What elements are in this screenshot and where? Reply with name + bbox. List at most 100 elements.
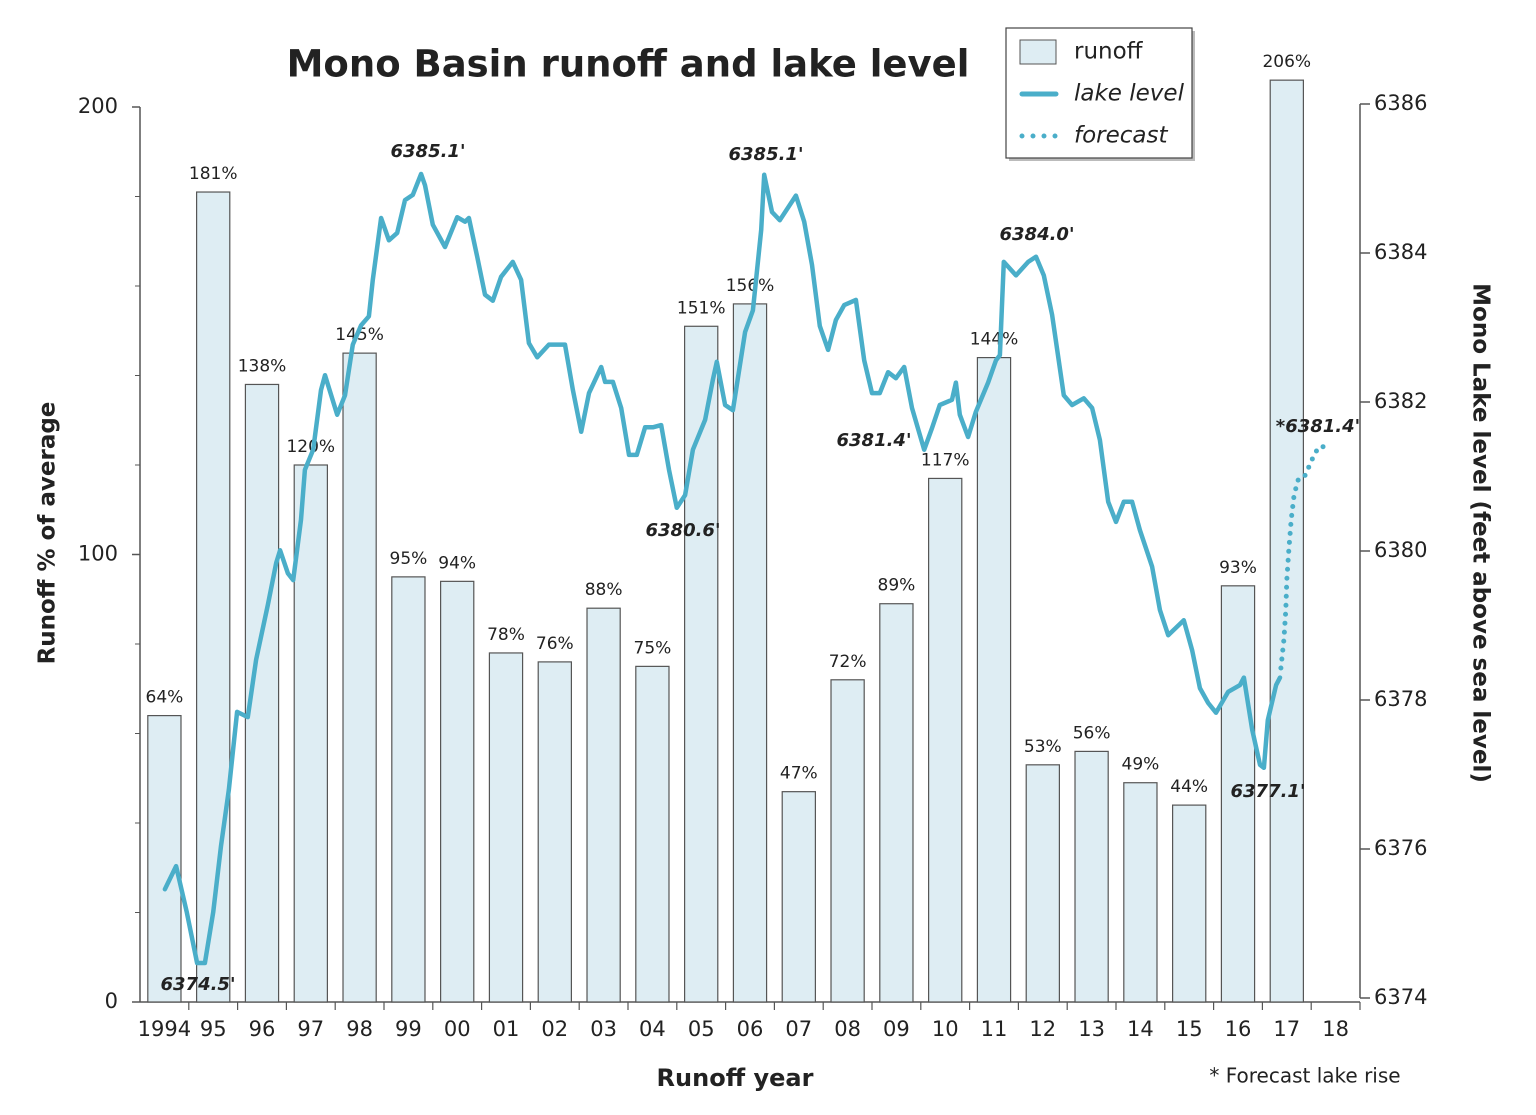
data-label: 56%	[1073, 723, 1111, 743]
data-label: 88%	[585, 580, 623, 600]
x-tick-label: 06	[737, 1017, 764, 1041]
x-tick-label: 96	[249, 1017, 276, 1041]
bar	[196, 191, 231, 1003]
y-axis-label: Runoff % of average	[35, 402, 61, 665]
y-tick-label: 200	[78, 94, 118, 118]
bar	[293, 464, 328, 1003]
data-label: 144%	[970, 330, 1019, 350]
data-label: 181%	[189, 164, 238, 184]
bar	[1220, 585, 1256, 1003]
bar	[440, 580, 475, 1003]
bar	[488, 652, 524, 1003]
x-tick-label: 03	[590, 1017, 617, 1041]
bar	[1025, 764, 1060, 1003]
bar	[586, 607, 621, 1003]
chart-title: Mono Basin runoff and lake level	[287, 43, 970, 86]
data-label: 47%	[780, 764, 818, 784]
x-tick-label: 00	[444, 1017, 471, 1041]
data-label: 206%	[1262, 52, 1311, 72]
annotation: 6385.1'	[391, 141, 466, 162]
bar	[635, 665, 670, 1003]
x-tick-label: 12	[1029, 1017, 1056, 1041]
legend-swatch	[1019, 39, 1057, 65]
x-tick-label: 15	[1176, 1017, 1203, 1041]
annotation: 6384.0'	[1000, 224, 1075, 245]
y-tick-label: 0	[105, 989, 118, 1013]
x-tick-label: 17	[1273, 1017, 1300, 1041]
bar	[684, 325, 719, 1003]
x-tick-label: 04	[639, 1017, 666, 1041]
bar	[147, 714, 182, 1003]
data-label: 75%	[634, 638, 672, 658]
data-label: 64%	[146, 688, 184, 708]
data-label: 145%	[335, 325, 384, 345]
y2-tick-label: 6382	[1374, 389, 1427, 413]
y2-tick-label: 6378	[1374, 687, 1427, 711]
annotation: 6385.1'	[729, 144, 804, 165]
x-tick-label: 07	[785, 1017, 812, 1041]
forecast-line	[1278, 444, 1327, 671]
bar	[879, 603, 914, 1003]
data-label: 76%	[536, 634, 574, 654]
bar	[537, 661, 572, 1003]
lake-line	[162, 171, 1283, 966]
x-tick-label: 09	[883, 1017, 910, 1041]
x-tick-label: 10	[932, 1017, 959, 1041]
annotation: 6381.4'	[837, 430, 912, 451]
legend-label: forecast	[1074, 123, 1168, 149]
bar	[976, 357, 1012, 1003]
x-axis-label: Runoff year	[657, 1064, 814, 1092]
data-label: 95%	[390, 549, 428, 569]
bar	[928, 477, 963, 1003]
bar	[1172, 804, 1207, 1003]
data-label: 49%	[1122, 755, 1160, 775]
annotation: *6381.4'	[1276, 416, 1360, 437]
x-tick-label: 16	[1225, 1017, 1252, 1041]
data-label: 151%	[677, 298, 726, 318]
data-label: 94%	[438, 553, 476, 573]
footnote: * Forecast lake rise	[1209, 1064, 1400, 1088]
bar	[391, 576, 426, 1003]
data-label: 44%	[1170, 777, 1208, 797]
data-label: 53%	[1024, 737, 1062, 757]
x-tick-label: 05	[688, 1017, 715, 1041]
y2-tick-label: 6386	[1374, 91, 1427, 115]
x-tick-label: 95	[200, 1017, 227, 1041]
x-tick-label: 99	[395, 1017, 422, 1041]
x-tick-label: 11	[981, 1017, 1008, 1041]
data-label: 72%	[829, 652, 867, 672]
annotation: 6377.1'	[1231, 781, 1306, 802]
y2-tick-label: 6374	[1374, 985, 1427, 1009]
x-tick-label: 18	[1322, 1017, 1349, 1041]
data-label: 89%	[878, 576, 916, 596]
legend-label: lake level	[1074, 81, 1185, 107]
y2-tick-label: 6376	[1374, 836, 1427, 860]
data-label: 93%	[1219, 558, 1257, 578]
data-label: 156%	[726, 276, 775, 296]
x-tick-label: 01	[493, 1017, 520, 1041]
bar	[342, 352, 377, 1003]
annotation: 6374.5'	[161, 974, 236, 995]
x-tick-label: 02	[541, 1017, 568, 1041]
bar	[732, 303, 768, 1003]
bar	[1123, 782, 1158, 1003]
x-tick-label: 14	[1127, 1017, 1154, 1041]
x-tick-label: 1994	[138, 1017, 191, 1041]
x-tick-label: 08	[834, 1017, 861, 1041]
y2-tick-label: 6384	[1374, 240, 1427, 264]
data-label: 78%	[487, 625, 525, 645]
x-tick-label: 98	[346, 1017, 373, 1041]
bar	[781, 791, 816, 1003]
data-label: 138%	[238, 356, 287, 376]
y2-tick-label: 6380	[1374, 538, 1427, 562]
x-tick-label: 13	[1078, 1017, 1105, 1041]
bar	[830, 679, 865, 1003]
y2-axis-label: Mono Lake level (feet above sea level)	[1468, 283, 1494, 783]
data-label: 117%	[921, 450, 970, 470]
annotation: 6380.6'	[646, 520, 721, 541]
x-tick-label: 97	[297, 1017, 324, 1041]
y-tick-label: 100	[78, 542, 118, 566]
legend-label: runoff	[1074, 39, 1144, 65]
bar	[1269, 79, 1304, 1003]
